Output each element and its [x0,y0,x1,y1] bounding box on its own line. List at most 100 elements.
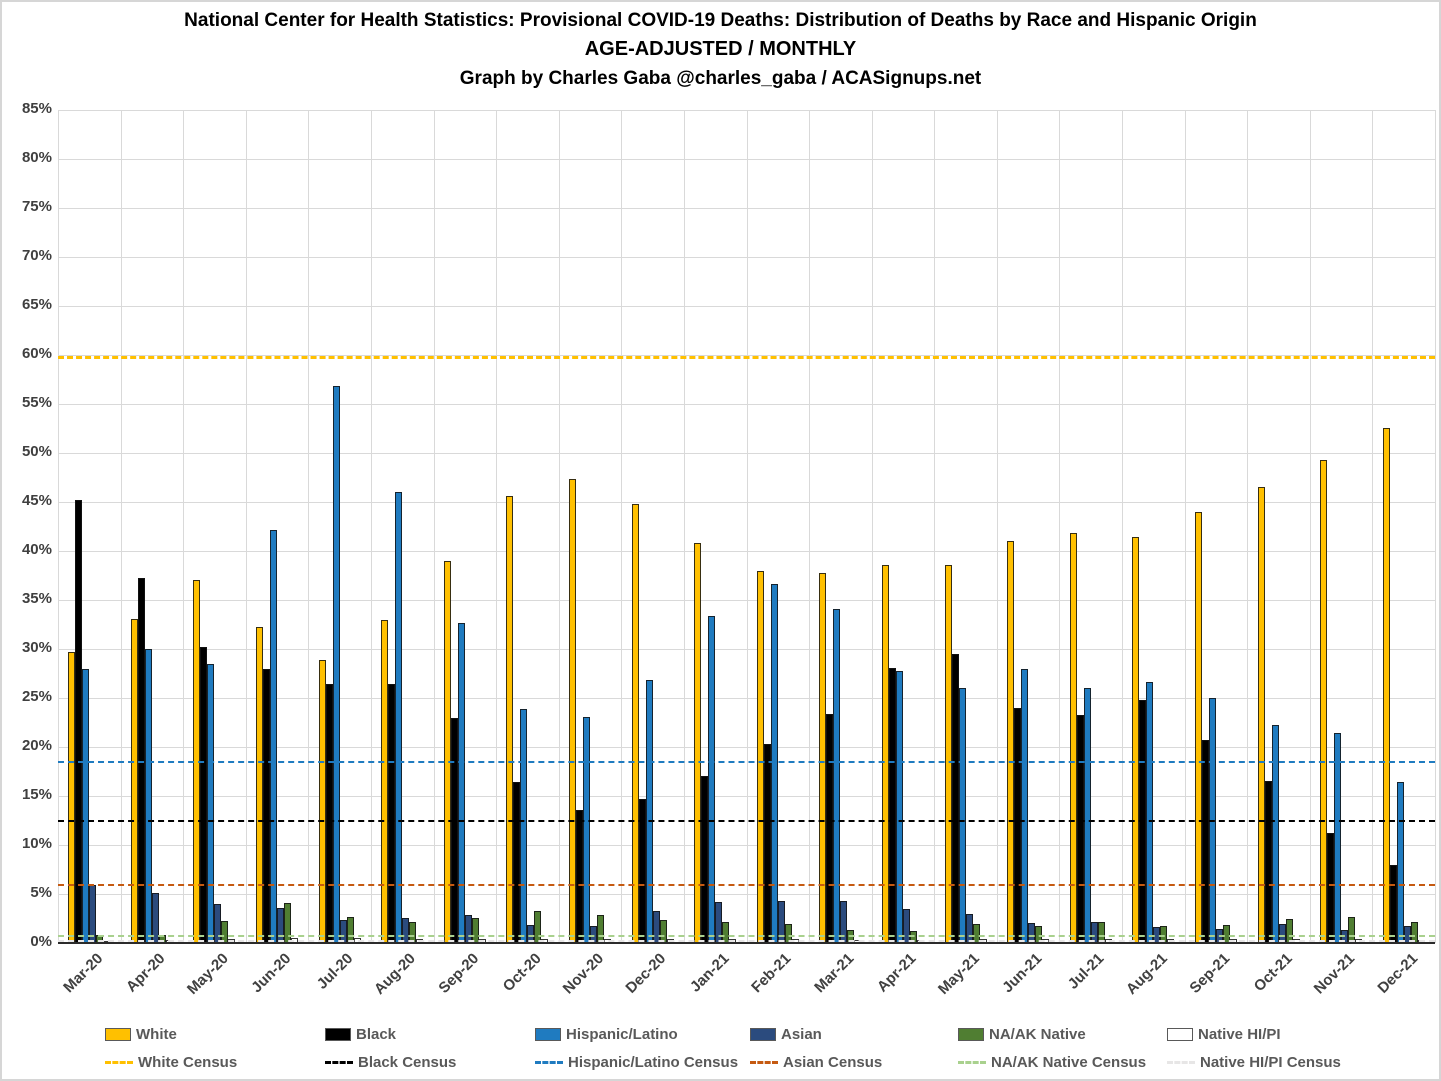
bar-black [638,798,646,943]
bar-hispanic-latino [520,708,528,943]
bar-black [200,647,208,943]
legend-item-na-ak-native-census: NA/AK Native Census [958,1052,1146,1072]
bar-na-ak-native [972,924,980,943]
x-tick-label: Apr-21 [874,950,921,996]
census-line-native-hi-pi-census [58,940,1435,943]
bar-group-feb-21 [747,110,810,943]
x-tick-label: Dec-20 [622,950,670,997]
bar-black [1327,833,1335,943]
chart-credit: Graph by Charles Gaba @charles_gaba / AC… [459,68,982,89]
bar-white [1320,459,1328,943]
y-tick-label: 30% [21,639,52,656]
x-gridline [871,110,873,943]
bar-black [701,776,709,943]
y-tick-label: 60% [21,345,52,362]
bar-black [137,577,145,943]
legend-dash-swatch [958,1060,986,1064]
legend-swatch [1167,1027,1193,1041]
x-gridline [1309,110,1311,943]
bar-group-dec-20 [621,110,684,943]
bar-black [450,717,458,943]
legend-label: Native HI/PI Census [1200,1053,1341,1071]
x-gridline [746,110,748,943]
x-gridline [183,110,185,943]
bar-hispanic-latino [1146,682,1154,943]
bar-na-ak-native [1285,918,1293,943]
x-gridline [496,110,498,943]
bar-na-ak-native [1410,922,1418,943]
bar-hispanic-latino [207,663,215,943]
x-tick-label: Apr-20 [123,950,169,996]
bar-na-ak-native [659,919,667,943]
bar-group-mar-21 [809,110,872,943]
bar-asian [339,919,347,943]
x-gridline [683,110,685,943]
bar-group-apr-20 [121,110,184,943]
bar-hispanic-latino [708,615,716,943]
bar-group-oct-20 [496,110,559,943]
y-tick-label: 75% [21,198,52,215]
legend-label: Hispanic/Latino [566,1025,678,1043]
bar-white [1382,427,1390,943]
census-line-black-census [58,819,1435,822]
bar-na-ak-native [346,916,354,943]
bar-asian [214,903,222,943]
y-tick-label: 80% [21,149,52,166]
bar-black [763,744,771,943]
bar-group-jan-21 [684,110,747,943]
bar-na-ak-native [1222,925,1230,943]
x-tick-label: Jun-21 [998,950,1046,997]
bar-na-ak-native [471,917,479,943]
x-tick-label: Sep-20 [435,950,482,997]
bar-group-aug-21 [1122,110,1185,943]
bar-group-may-20 [183,110,246,943]
legend-item-native-hi-pi-census: Native HI/PI Census [1167,1052,1341,1072]
legend-label: Asian Census [783,1053,883,1071]
bar-group-dec-21 [1372,110,1435,943]
bar-na-ak-native [784,924,792,943]
bar-asian [1090,922,1098,943]
y-tick-label: 50% [21,443,52,460]
bar-group-jul-20 [308,110,371,943]
bar-hispanic-latino [583,716,590,943]
x-tick-label: Jul-20 [313,950,357,993]
legend-label: Asian [781,1025,822,1043]
legend-swatch [750,1027,776,1041]
bar-black [1201,740,1209,943]
legend-item-asian-census: Asian Census [750,1052,882,1072]
y-tick-label: 10% [21,835,52,852]
x-tick-label: Jul-21 [1065,950,1108,993]
bar-asian [715,901,723,943]
bar-white [881,564,889,943]
x-gridline [370,110,372,943]
bar-white [1194,511,1202,943]
bar-asian [527,925,535,943]
bar-hispanic-latino [270,530,278,943]
x-tick-label: Feb-21 [748,950,795,997]
y-tick-label: 25% [21,688,52,705]
x-gridline [1435,110,1436,943]
bar-hispanic-latino [457,622,465,943]
chart-header: National Center for Health Statistics: P… [0,8,1441,94]
plot-area [58,110,1436,944]
legend-dash-swatch [105,1060,133,1064]
bar-black [1264,781,1272,943]
bar-white [1257,487,1265,943]
legend-label: White [136,1025,177,1043]
bar-na-ak-native [409,922,417,943]
x-tick-label: Oct-20 [499,950,545,996]
x-tick-label: May-21 [934,950,983,998]
legend-swatch [105,1027,131,1041]
bar-asian [1278,924,1286,943]
chart-subtitle: AGE-ADJUSTED / MONTHLY [584,38,857,60]
bar-hispanic-latino [770,584,778,943]
bar-black [1076,714,1084,943]
bar-group-mar-20 [58,110,121,943]
legend-item-native-hi-pi: Native HI/PI [1167,1024,1281,1044]
bar-hispanic-latino [645,680,653,943]
x-tick-label: Mar-21 [811,950,858,997]
legend-label: Black Census [358,1053,457,1071]
legend-label: White Census [138,1053,238,1071]
y-tick-label: 85% [21,100,52,117]
legend-item-na-ak-native: NA/AK Native [958,1024,1086,1044]
